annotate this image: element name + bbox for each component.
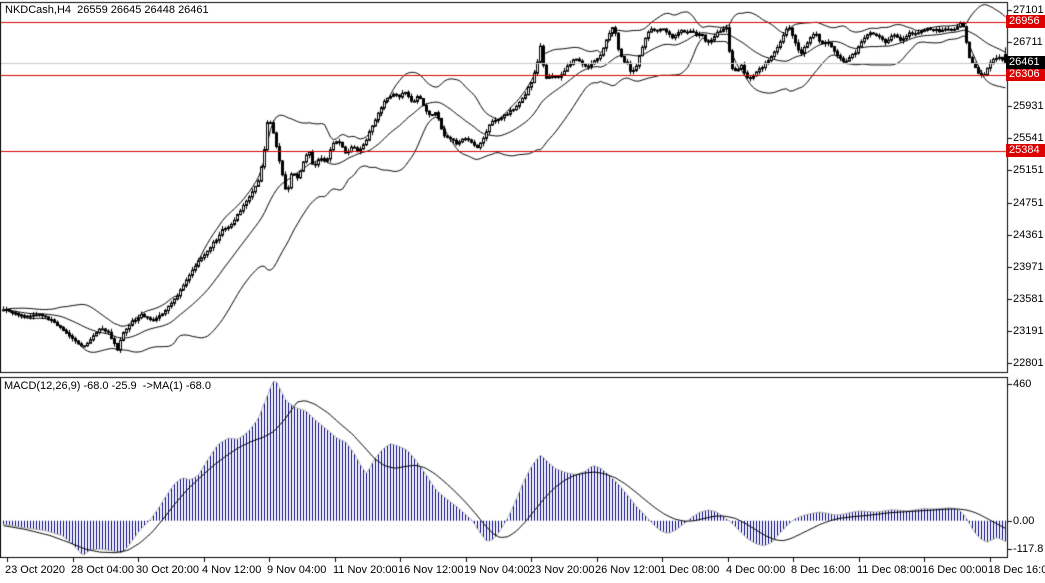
macd-axis-label: 460 — [1013, 378, 1032, 390]
time-axis-label: 11 Nov 20:00 — [333, 564, 398, 576]
time-axis-label: 4 Dec 00:00 — [726, 564, 786, 576]
time-axis-label: 23 Oct 2020 — [5, 564, 65, 576]
price-axis-label: 23581 — [1013, 293, 1044, 305]
time-axis-label: 26 Nov 12:00 — [595, 564, 661, 576]
price-axis-label: 23971 — [1013, 261, 1044, 273]
time-axis-label: 8 Dec 16:00 — [791, 564, 851, 576]
time-axis-label: 16 Nov 12:00 — [398, 564, 464, 576]
time-axis-label: 1 Dec 08:00 — [660, 564, 720, 576]
price-axis-label: 23191 — [1013, 325, 1044, 337]
current-price-badge: 26461 — [1006, 56, 1045, 69]
price-axis-label: 24361 — [1013, 229, 1044, 241]
price-axis-label: 27101 — [1013, 4, 1044, 16]
price-axis-label: 22801 — [1013, 357, 1044, 369]
macd-indicator-label: MACD(12,26,9) -68.0 -25.9 ->MA(1) -68.0 — [4, 380, 211, 392]
time-axis-label: 18 Dec 16:00 — [988, 564, 1045, 576]
time-axis-label: 16 Dec 00:00 — [922, 564, 988, 576]
time-axis-label: 30 Oct 20:00 — [136, 564, 199, 576]
time-axis-label: 4 Nov 12:00 — [202, 564, 262, 576]
time-axis-label: 23 Nov 20:00 — [529, 564, 595, 576]
chart-title: NKDCash,H4 26559 26645 26448 26461 — [5, 4, 209, 16]
price-axis-label: 26711 — [1013, 36, 1043, 48]
price-level-badge: 25384 — [1006, 144, 1045, 157]
macd-axis-label: -117.8 — [1013, 543, 1044, 555]
price-level-badge: 26306 — [1006, 68, 1045, 81]
price-axis-label: 24751 — [1013, 197, 1044, 209]
price-level-badge: 26956 — [1006, 15, 1045, 28]
price-axis-label: 25541 — [1013, 132, 1044, 144]
macd-axis-label: 0.00 — [1013, 515, 1035, 527]
time-axis-label: 11 Dec 08:00 — [857, 564, 922, 576]
price-axis-label: 25931 — [1013, 100, 1044, 112]
time-axis-label: 28 Oct 04:00 — [71, 564, 134, 576]
time-axis-label: 19 Nov 04:00 — [464, 564, 530, 576]
time-axis-label: 9 Nov 04:00 — [267, 564, 327, 576]
price-axis-label: 25151 — [1013, 164, 1044, 176]
